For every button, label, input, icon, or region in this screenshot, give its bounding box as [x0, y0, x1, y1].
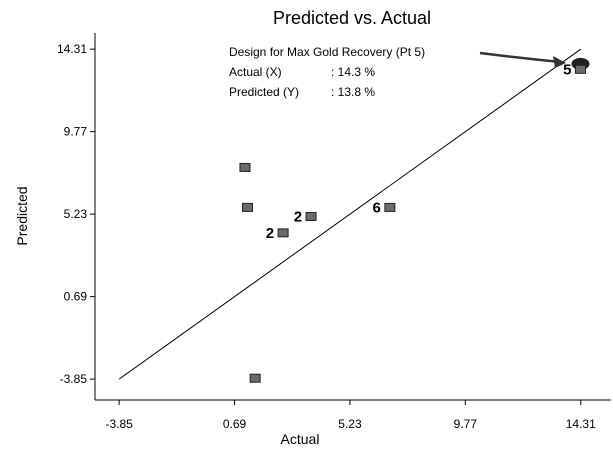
reference-line	[118, 48, 582, 380]
data-point	[277, 228, 289, 238]
data-point	[239, 162, 251, 172]
annotation-actual-value: : 14.3 %	[331, 65, 375, 79]
y-tick-label: 14.31	[57, 42, 87, 56]
data-point	[574, 64, 586, 74]
annotation-actual-name: Actual (X)	[229, 65, 282, 79]
x-tick-label: 14.31	[566, 417, 596, 431]
point-count-label: 6	[373, 199, 381, 216]
data-point	[249, 373, 261, 383]
x-tick-label: 0.69	[223, 417, 247, 431]
x-tick-label: 5.23	[338, 417, 362, 431]
data-point	[305, 212, 317, 221]
annotation-arrow-head	[553, 56, 566, 68]
point-annotation: Design for Max Gold Recovery (Pt 5) Actu…	[229, 45, 566, 99]
data-point	[384, 202, 396, 212]
annotation-title: Design for Max Gold Recovery (Pt 5)	[229, 45, 425, 59]
annotation-predicted-name: Predicted (Y)	[229, 85, 299, 99]
annotation-arrow	[479, 51, 561, 64]
y-tick-label: -3.85	[60, 372, 88, 386]
point-count-label: 2	[266, 225, 274, 242]
y-tick-label: 5.23	[64, 207, 88, 221]
plot-frame	[94, 33, 611, 401]
point-count-label: 2	[294, 209, 302, 226]
y-axis-label: Predicted	[14, 186, 30, 245]
x-tick-label: 9.77	[454, 417, 478, 431]
x-axis-ticks: -3.85 0.69 5.23 9.77 14.31	[105, 400, 596, 431]
y-tick-label: 9.77	[64, 125, 88, 139]
y-tick-label: 0.69	[64, 290, 88, 304]
x-tick-label: -3.85	[105, 417, 133, 431]
y-axis-ticks: -3.85 0.69 5.23 9.77 14.31	[57, 42, 95, 386]
chart-title: Predicted vs. Actual	[273, 8, 431, 28]
x-axis-label: Actual	[281, 431, 320, 447]
data-points: 2 2 6 5	[239, 57, 590, 383]
annotation-predicted-value: : 13.8 %	[331, 85, 375, 99]
data-point	[242, 202, 254, 212]
point-count-label: 5	[563, 61, 571, 78]
